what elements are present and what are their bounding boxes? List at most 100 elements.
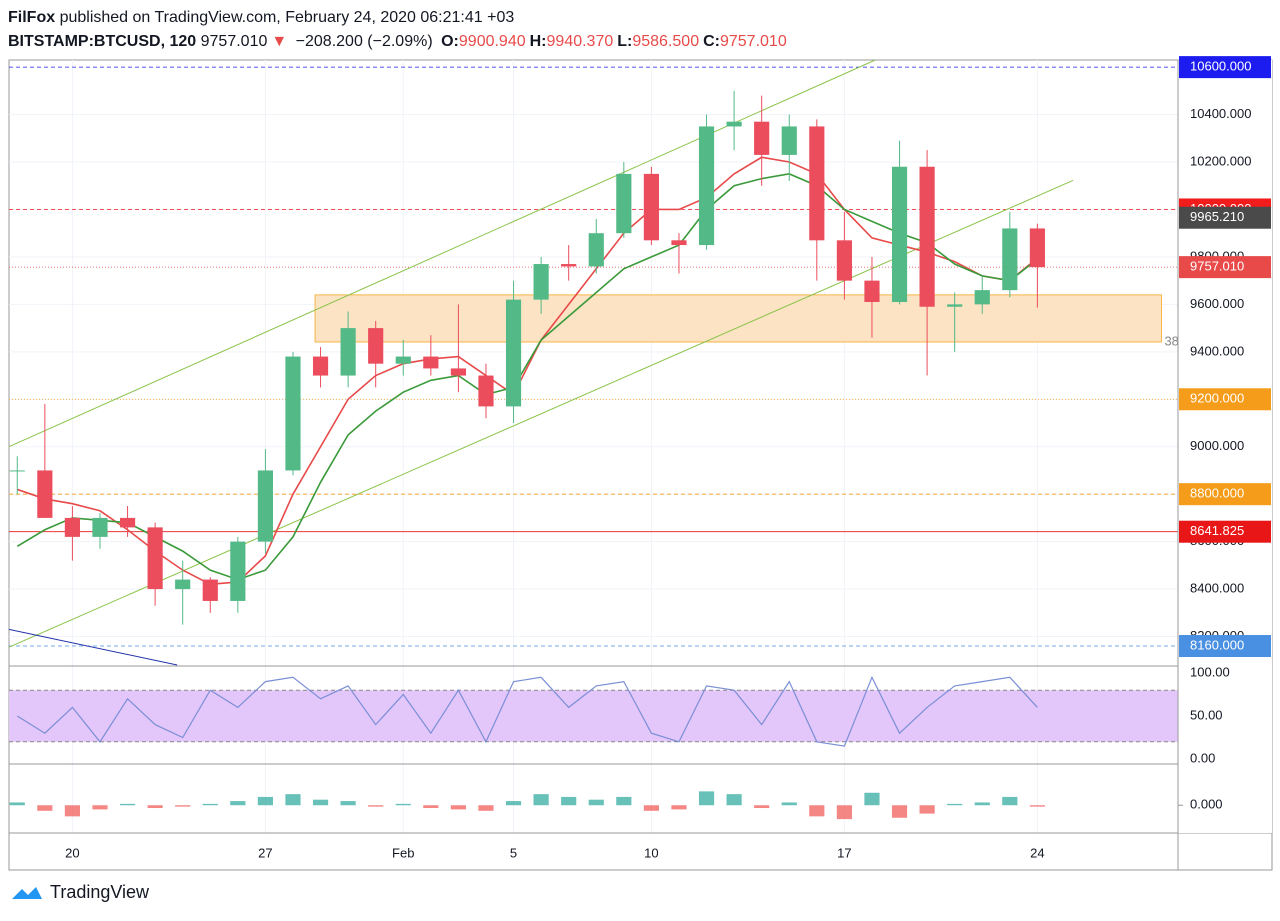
macd-bar (230, 801, 246, 806)
candle-body (175, 579, 191, 590)
macd-bar (947, 803, 963, 806)
candle-body (781, 126, 797, 155)
macd-bar (368, 805, 384, 807)
macd-bar (616, 796, 632, 806)
macd-bar (726, 794, 742, 806)
stoch-band (9, 690, 1178, 742)
candle-body (864, 280, 880, 302)
trend-line (8, 59, 875, 448)
logo (12, 886, 42, 899)
macd-bar (974, 802, 990, 806)
x-tick-label: 5 (510, 845, 517, 860)
macd-bar (37, 805, 53, 811)
y-tick-label: 9600.000 (1190, 296, 1244, 311)
macd-bar (754, 805, 770, 809)
x-tick-label: 24 (1030, 845, 1044, 860)
candle-body (919, 166, 935, 307)
trend-line (8, 179, 1074, 648)
y-tick-label: 9000.000 (1190, 438, 1244, 453)
price-label-bg (1179, 206, 1271, 229)
candle-body (230, 541, 246, 601)
ohlc-value: 9757.010 (719, 33, 787, 50)
candle-body (64, 517, 80, 537)
macd-bar (864, 792, 880, 806)
candle-body (726, 121, 742, 127)
candle-body (119, 517, 136, 528)
candle-body (147, 527, 163, 590)
macd-bar (809, 805, 825, 817)
ohlc-value: 9586.500 (632, 33, 700, 50)
header: FilFox published on TradingView.com, Feb… (8, 6, 791, 54)
candle-body (9, 470, 25, 472)
price-axis (1178, 60, 1272, 833)
price-label: 8800.000 (1190, 486, 1244, 501)
x-tick-label: 27 (258, 845, 272, 860)
stoch-tick-label: 100.00 (1190, 664, 1230, 679)
macd-bar (285, 794, 301, 806)
macd-bar (119, 803, 136, 806)
candle-body (478, 375, 494, 407)
macd-bar (588, 799, 604, 806)
change: −208.200 (−2.09%) (295, 33, 433, 50)
x-tick-label: 10 (644, 845, 658, 860)
stoch-line (16, 675, 1038, 747)
macd-bar (9, 802, 25, 806)
brand: TradingView (50, 882, 150, 902)
price-label: 9965.210 (1190, 209, 1244, 224)
candle-body (947, 304, 963, 307)
macd-bar (175, 805, 191, 807)
macd-bar (423, 805, 439, 809)
stoch-tick-label: 0.00 (1190, 750, 1215, 765)
symbol: BITSTAMP:BTCUSD, 120 (8, 33, 197, 50)
price-label: 10600.000 (1190, 59, 1251, 74)
candle-body (1002, 228, 1018, 291)
macd-bar (919, 805, 935, 814)
macd-bar (1029, 805, 1045, 807)
candle-body (671, 240, 687, 246)
macd-bar (561, 796, 577, 806)
last: 9757.010 (200, 33, 268, 50)
candle-body (588, 233, 604, 267)
publish-line: FilFox published on TradingView.com, Feb… (8, 6, 791, 30)
price-label: 9200.000 (1190, 391, 1244, 406)
macd-bar (202, 803, 218, 806)
candle-body (754, 121, 770, 155)
legend: BITSTAMP:BTCUSD, 120 9757.010 ▼ −208.200 … (8, 30, 791, 54)
footer: TradingView (10, 882, 149, 903)
y-tick-label: 10400.000 (1190, 106, 1251, 121)
y-tick-label: 8400.000 (1190, 581, 1244, 596)
moving-average (17, 156, 1038, 586)
ohlc-label: L: (617, 33, 633, 50)
y-tick-label: 10200.000 (1190, 153, 1251, 168)
stoch-tick-label: 50.00 (1190, 707, 1223, 722)
macd-bar (450, 805, 466, 810)
zone (314, 294, 1162, 343)
ohlc-label: O: (441, 33, 459, 50)
price-label: 8160.000 (1190, 637, 1244, 652)
macd-bar (698, 791, 715, 806)
x-tick-label: 20 (65, 845, 79, 860)
candle-body (1029, 228, 1045, 268)
price-label-bg (1179, 56, 1271, 79)
published: published on TradingView.com, February 2… (59, 9, 515, 26)
arrow: ▼ (271, 33, 288, 50)
candle-body (533, 264, 549, 300)
candle-body (340, 328, 356, 376)
candle-body (257, 470, 273, 542)
candle-body (643, 173, 659, 241)
x-tick-label: Feb (392, 845, 414, 860)
frame (8, 59, 1273, 871)
candle-body (423, 356, 439, 369)
macd-tick-label: 0.000 (1190, 797, 1223, 812)
macd-bar (643, 805, 659, 811)
candle-body (616, 173, 632, 234)
macd-bar (395, 803, 411, 806)
macd-bar (671, 805, 687, 810)
macd-bar (505, 801, 522, 806)
price-label: 8641.825 (1190, 523, 1244, 538)
x-tick-label: 17 (837, 845, 851, 860)
macd-bar (257, 796, 273, 806)
macd-bar (836, 805, 852, 820)
